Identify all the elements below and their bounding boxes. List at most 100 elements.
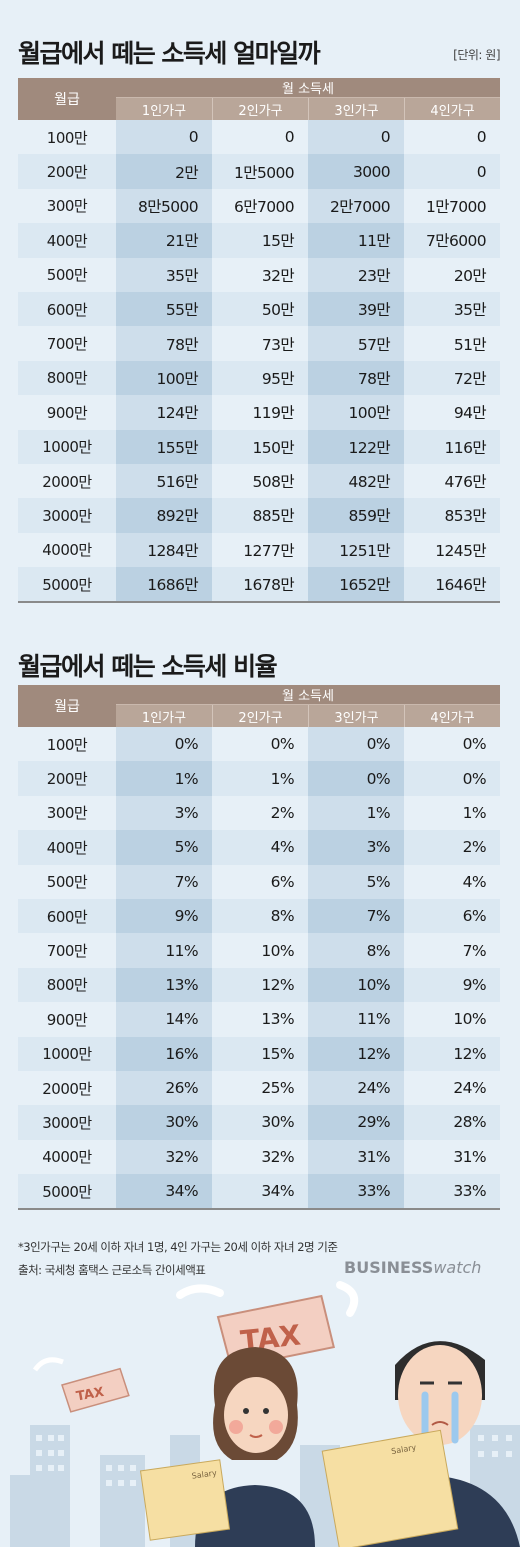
column-header: 1인가구 [116,705,212,727]
value-cell: 11% [116,933,212,968]
table-row: 700만 11% 10% 8% 7% [18,933,500,968]
salary-doc-right-label: Salary [391,1443,418,1456]
table-header: 월급 월 소득세 1인가구 2인가구 3인가구 4인가구 [18,78,500,120]
table-row: 700만 78만 73만 57만 51만 [18,326,500,361]
salary-cell: 4000만 [42,1148,92,1167]
value-cell: 7% [308,898,404,934]
table-row: 100만 0 0 0 0 [18,120,500,155]
salary-cell: 600만 [46,300,88,319]
value-cell: 4% [270,838,295,857]
value-cell: 1686만 [116,567,212,602]
value-cell: 35만 [453,301,487,320]
value-cell: 23만 [308,257,404,292]
column-header: 2인가구 [212,705,308,727]
value-cell: 1678만 [243,576,294,595]
group-header-cell: 월 소득세 [116,78,500,98]
value-cell: 892만 [116,498,212,533]
value-cell: 10% [308,967,404,1003]
value-cell: 24% [308,1070,404,1106]
value-cell: 11% [308,1002,404,1037]
value-cell: 2만 [116,154,212,189]
taxpayers-illustration: TAX TAX Salary Salary [10,1281,520,1547]
column-headers: 1인가구 2인가구 3인가구 4인가구 [116,98,500,120]
value-cell: 1277만 [243,541,294,560]
table-bottom-rule [18,1208,500,1211]
table-row: 4000만 1284만 1277만 1251만 1245만 [18,532,500,568]
value-cell: 482만 [308,463,404,499]
table-row: 200만 1% 1% 0% 0% [18,761,500,796]
row-header-cell: 월급 [18,685,116,727]
unit-label: [단위: 원] [453,48,500,62]
salary-cell: 5000만 [42,1182,92,1201]
footnote: *3인가구는 20세 이하 자녀 1명, 4인 가구는 20세 이하 자녀 2명… [18,1240,338,1254]
table-row: 300만 3% 2% 1% 1% [18,795,500,831]
table-row: 5000만 34% 34% 33% 33% [18,1174,500,1209]
tax-ratio-title: 월급에서 떼는 소득세 비율 [18,652,278,681]
value-cell: 34% [261,1182,294,1201]
brand-light: watch [433,1258,482,1277]
value-cell: 15% [261,1044,294,1063]
value-cell: 1646만 [435,576,486,595]
column-header: 4인가구 [404,705,500,727]
value-cell: 508만 [252,473,295,492]
value-cell: 155만 [116,429,212,464]
salary-cell: 700만 [46,942,88,961]
value-cell: 853만 [444,507,487,526]
brand-bold: BUSINESS [344,1258,434,1277]
value-cell: 25% [261,1079,294,1098]
value-cell: 119만 [252,404,295,423]
value-cell: 116만 [444,438,487,457]
value-cell: 72만 [453,369,487,388]
table-row: 900만 124만 119만 100만 94만 [18,395,500,430]
column-header: 3인가구 [308,98,404,120]
salary-cell: 900만 [46,403,88,422]
column-header: 3인가구 [308,705,404,727]
table-row: 1000만 16% 15% 12% 12% [18,1036,500,1071]
tax-ratio-table: 월급 월 소득세 1인가구 2인가구 3인가구 4인가구 100만 0% 0% 0% 0% 200만 1… [18,685,500,1211]
table-row: 5000만 1686만 1678만 1652만 1646만 [18,567,500,602]
value-cell: 1284만 [116,532,212,568]
table-row: 500만 7% 6% 5% 4% [18,864,500,899]
column-header: 1인가구 [116,98,212,120]
value-cell: 50만 [261,301,295,320]
value-cell: 1만5000 [234,163,295,182]
value-cell: 30% [116,1105,212,1140]
notes: *3인가구는 20세 이하 자녀 1명, 4인 가구는 20세 이하 자녀 2명… [18,1236,338,1282]
salary-cell: 800만 [46,369,88,388]
salary-cell: 2000만 [42,472,92,491]
salary-cell: 900만 [46,1010,88,1029]
value-cell: 0 [116,120,212,155]
salary-cell: 200만 [46,163,88,182]
value-cell: 0% [308,761,404,796]
value-cell: 0 [476,128,487,147]
value-cell: 31% [308,1139,404,1175]
value-cell: 3% [116,795,212,831]
salary-cell: 300만 [46,804,88,823]
value-cell: 7% [462,941,487,960]
salary-cell: 200만 [46,770,88,789]
column-header: 2인가구 [212,98,308,120]
group-header-cell: 월 소득세 [116,685,500,705]
value-cell: 8% [308,933,404,968]
value-cell: 0% [116,727,212,762]
value-cell: 122만 [308,429,404,464]
value-cell: 51만 [453,335,487,354]
value-cell: 1652만 [308,567,404,602]
value-cell: 32% [116,1139,212,1175]
value-cell: 6% [462,907,487,926]
table-row: 900만 14% 13% 11% 10% [18,1002,500,1037]
value-cell: 55만 [116,291,212,327]
salary-doc-left-label: Salary [191,1468,217,1480]
value-cell: 9% [462,975,487,994]
value-cell: 35만 [116,257,212,292]
salary-cell: 3000만 [42,1113,92,1132]
value-cell: 4% [462,872,487,891]
value-cell: 78만 [116,326,212,361]
table-row: 500만 35만 32만 23만 20만 [18,257,500,292]
tax-amount-title: 월급에서 떼는 소득세 얼마일까 [18,39,321,68]
salary-cell: 100만 [46,735,88,754]
value-cell: 885만 [252,507,295,526]
value-cell: 5% [308,864,404,899]
table-row: 1000만 155만 150만 122만 116만 [18,429,500,464]
salary-cell: 3000만 [42,506,92,525]
